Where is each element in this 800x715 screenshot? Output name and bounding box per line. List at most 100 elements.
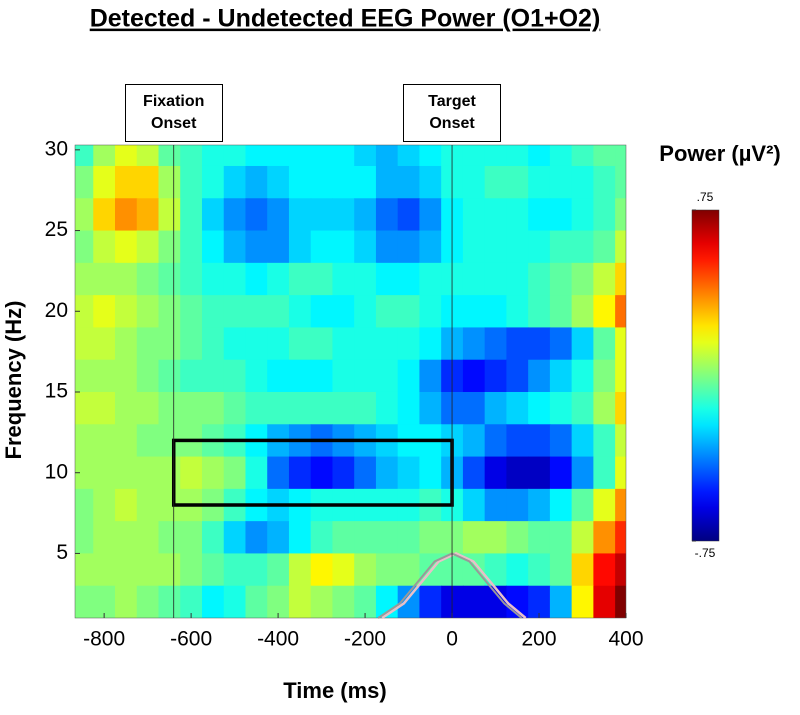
heat-cell	[615, 198, 626, 232]
heat-cell	[245, 145, 268, 167]
heat-cell	[93, 391, 116, 425]
heat-cell	[267, 456, 290, 490]
heat-cell	[310, 327, 333, 361]
heat-cell	[397, 553, 420, 587]
heat-cell	[528, 165, 551, 199]
heat-cell	[484, 198, 507, 232]
heat-cell	[180, 230, 203, 264]
y-tick-label: 20	[45, 299, 68, 322]
heat-cell	[288, 295, 312, 328]
heat-cell	[397, 262, 420, 296]
x-axis-label: Time (ms)	[283, 678, 387, 703]
heat-cell	[136, 553, 159, 587]
heat-cell	[462, 424, 486, 458]
heat-cell	[223, 521, 246, 554]
heat-cell	[93, 488, 116, 522]
heat-cell	[93, 456, 116, 490]
heat-cell	[201, 165, 225, 199]
heat-cell	[484, 553, 507, 587]
event-label: Fixation Onset	[124, 84, 223, 142]
heat-cell	[571, 456, 594, 490]
heat-cell	[201, 262, 225, 296]
heat-cell	[528, 585, 551, 618]
heat-cell	[332, 553, 355, 587]
heat-cell	[419, 295, 442, 328]
heat-cell	[310, 521, 333, 554]
heat-cell	[549, 488, 573, 522]
heat-cell	[136, 424, 159, 458]
heat-cell	[571, 145, 594, 167]
heat-cell	[419, 359, 442, 393]
heat-cell	[136, 198, 159, 232]
heat-cell	[397, 359, 420, 393]
heat-cell	[115, 145, 138, 167]
heat-cell	[267, 553, 290, 587]
heat-cell	[615, 391, 626, 425]
heat-cell	[354, 553, 377, 587]
heat-cell	[506, 424, 529, 458]
heat-cell	[201, 295, 225, 328]
heat-cell	[571, 327, 594, 361]
heat-cell	[528, 424, 551, 458]
heat-cell	[462, 295, 486, 328]
heat-cell	[115, 488, 138, 522]
heat-cell	[93, 553, 116, 587]
heat-cell	[75, 553, 94, 587]
heat-cell	[484, 327, 507, 361]
heat-cell	[136, 327, 159, 361]
heat-cell	[593, 327, 616, 361]
heat-cell	[462, 262, 486, 296]
heat-cell	[158, 295, 181, 328]
heat-cell	[75, 327, 94, 361]
heat-cell	[506, 327, 529, 361]
heat-cell	[267, 230, 290, 264]
heat-cell	[180, 456, 203, 490]
heat-cell	[375, 456, 399, 490]
heat-cell	[375, 145, 399, 167]
heat-cell	[180, 165, 203, 199]
heat-cell	[549, 165, 573, 199]
heat-cell	[180, 327, 203, 361]
heat-cell	[593, 521, 616, 554]
heat-cell	[506, 145, 529, 167]
heat-cell	[484, 391, 507, 425]
heat-cell	[484, 456, 507, 490]
heat-cell	[180, 359, 203, 393]
heat-cell	[136, 145, 159, 167]
y-tick-label: 30	[45, 137, 68, 160]
taper-curve	[381, 552, 527, 620]
heat-cell	[593, 424, 616, 458]
heat-cell	[310, 585, 333, 618]
heat-cell	[288, 327, 312, 361]
heat-cell	[115, 230, 138, 264]
heat-cell	[310, 145, 333, 167]
heat-cell	[571, 165, 594, 199]
heat-cell	[419, 145, 442, 167]
heat-cell	[484, 359, 507, 393]
heat-cell	[593, 295, 616, 328]
heat-cell	[267, 585, 290, 618]
heat-cell	[528, 553, 551, 587]
heat-cell	[201, 359, 225, 393]
heat-cell	[354, 391, 377, 425]
heat-cell	[201, 553, 225, 587]
heat-cell	[549, 553, 573, 587]
heat-cell	[549, 295, 573, 328]
heat-cell	[354, 295, 377, 328]
heat-cell	[571, 230, 594, 264]
heat-cell	[267, 391, 290, 425]
heat-cell	[75, 230, 94, 264]
heat-cell	[75, 295, 94, 328]
heat-cell	[158, 165, 181, 199]
heat-cell	[115, 295, 138, 328]
heat-cell	[332, 456, 355, 490]
heat-cell	[332, 585, 355, 618]
heat-cell	[419, 456, 442, 490]
heat-cell	[528, 145, 551, 167]
heat-cell	[375, 230, 399, 264]
heat-cell	[549, 198, 573, 232]
heatmap	[75, 145, 626, 618]
heat-cell	[571, 198, 594, 232]
heat-cell	[419, 521, 442, 554]
